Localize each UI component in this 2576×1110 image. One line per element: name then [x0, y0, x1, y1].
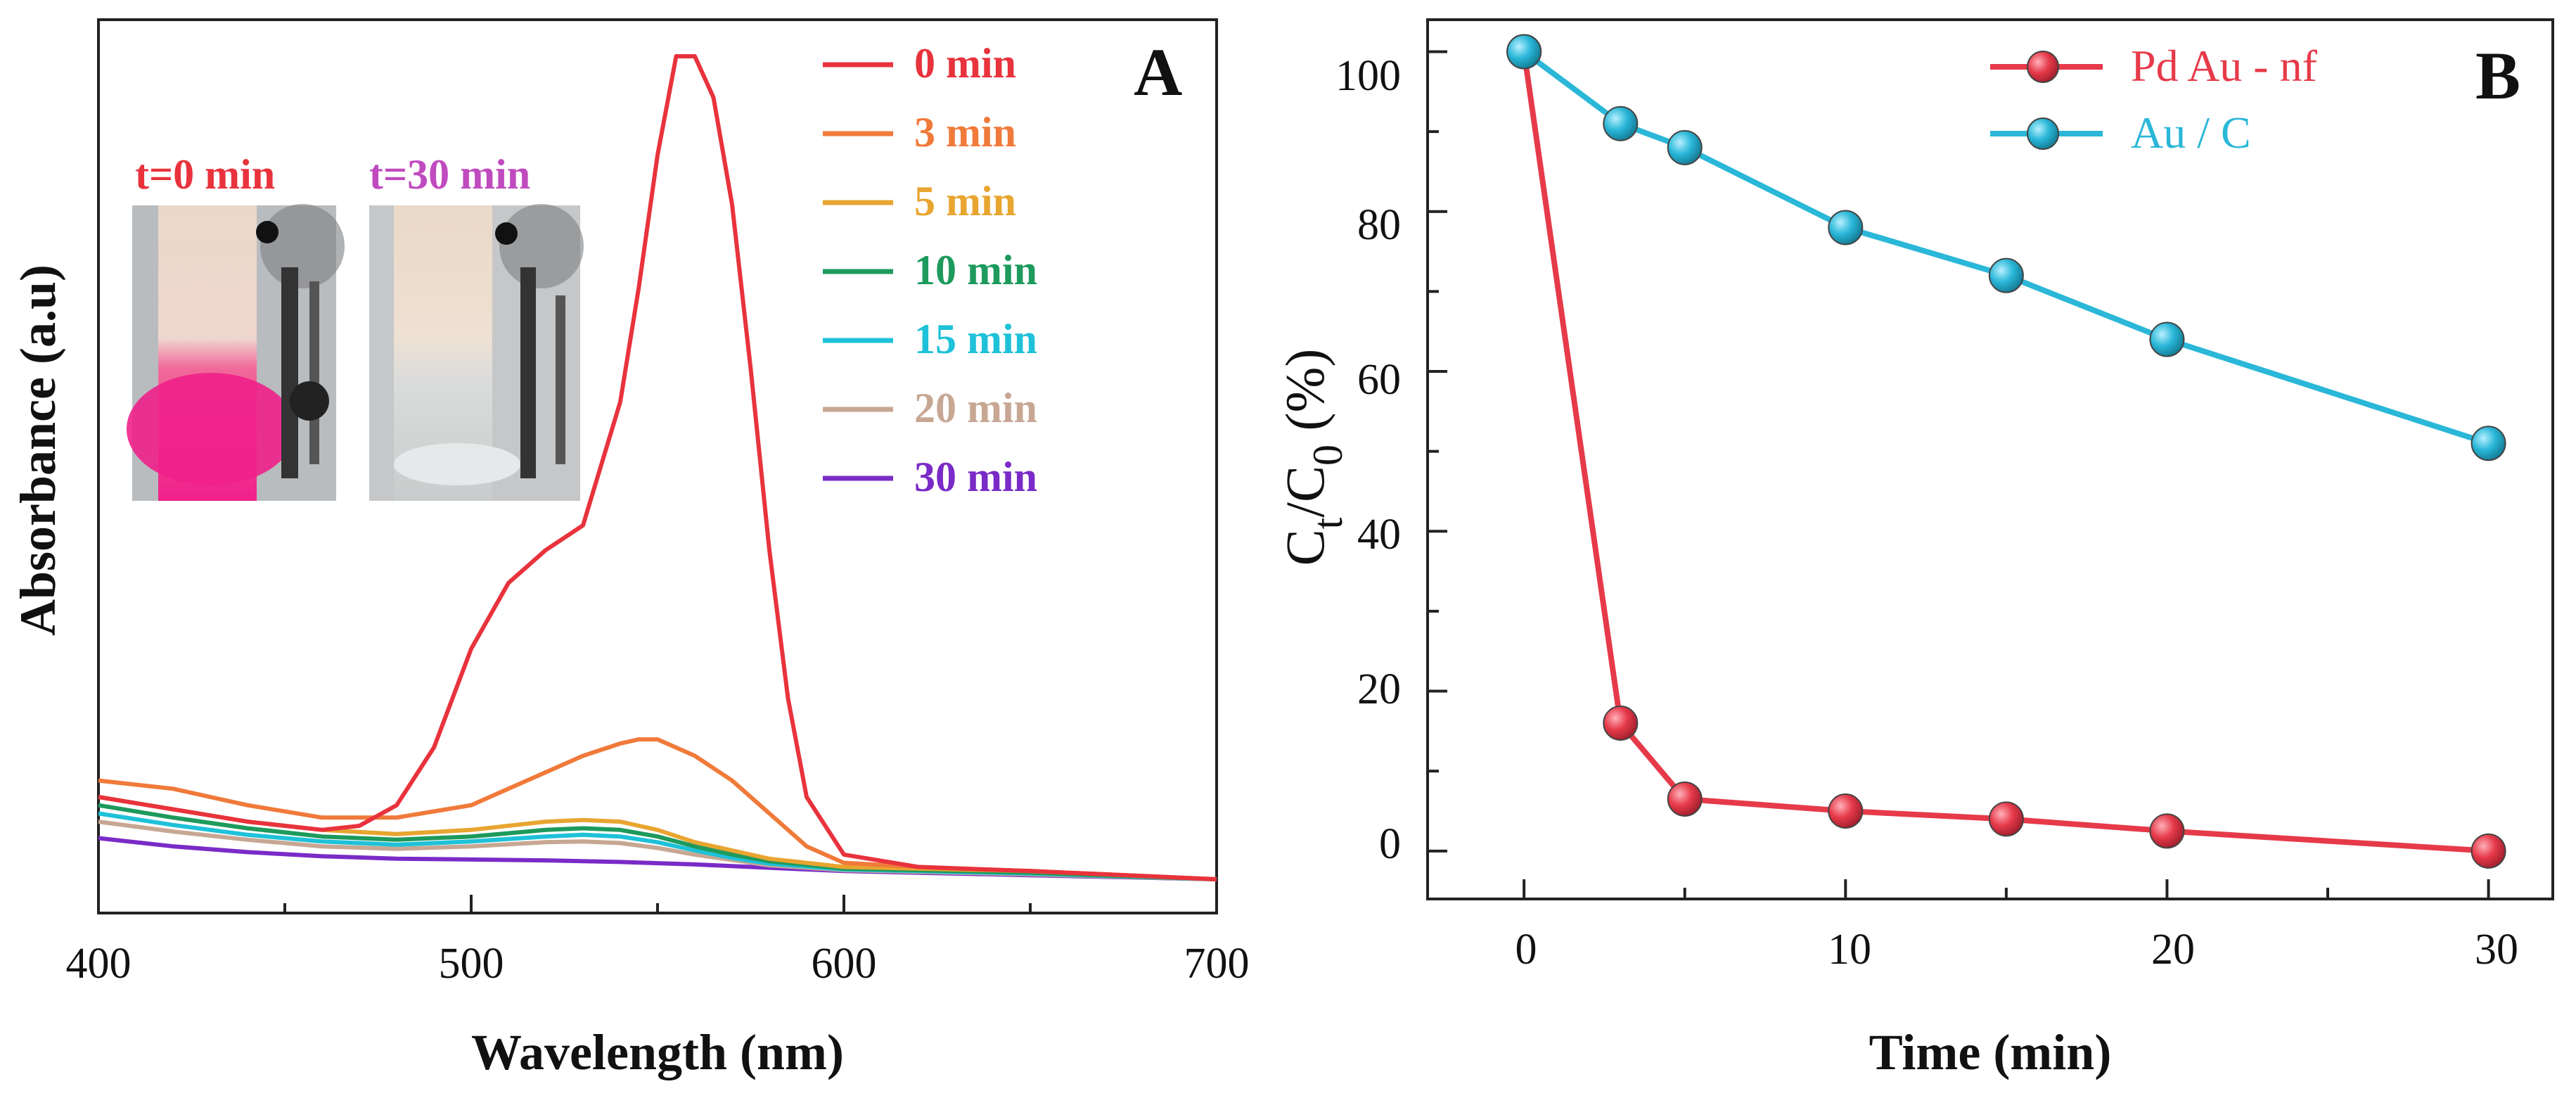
panel-b-legend: Pd Au - nf Au / C	[1990, 41, 2318, 158]
inset-label-t0: t=0 min	[135, 151, 275, 198]
legend-label-Pd-Au-nf: Pd Au - nf	[2131, 41, 2318, 91]
point-Pd-Au-nf-15	[1988, 801, 2024, 837]
legend-label-0-min: 0 min	[914, 40, 1016, 87]
y-tick-label-20: 20	[1357, 665, 1401, 713]
panel-a-letter: A	[1134, 34, 1182, 110]
series-line-0-min	[98, 54, 1217, 881]
x-tick-label-0: 0	[1516, 926, 1537, 974]
panel-a-plot	[98, 54, 1217, 881]
x-tick-label-700: 700	[1184, 940, 1250, 988]
legend-label-20-min: 20 min	[914, 385, 1037, 431]
panel-a-y-axis-title: Absorbance (a.u)	[10, 264, 66, 636]
panel-a: 400 500 600 700 Wavelength (nm) Absorban…	[10, 18, 1250, 1080]
point-Au-C-0	[1506, 34, 1542, 70]
x-tick-label-600: 600	[812, 940, 877, 988]
point-Au-C-20	[2149, 321, 2185, 357]
legend-label-5-min: 5 min	[914, 178, 1016, 224]
y-tick-label-100: 100	[1335, 52, 1401, 100]
panel-b-x-axis-title: Time (min)	[1869, 1024, 2112, 1080]
inset-photo-t0	[127, 204, 345, 501]
y-tick-label-40: 40	[1357, 511, 1401, 559]
panel-b: 0 20 40 60 80 100 0 10 20 30 Time (min) …	[1274, 18, 2554, 1080]
legend-label-15-min: 15 min	[914, 316, 1037, 362]
legend-label-10-min: 10 min	[914, 247, 1037, 293]
legend-marker-Au-C	[2027, 117, 2059, 150]
y-tick-label-60: 60	[1357, 356, 1401, 404]
x-tick-label-20: 20	[2151, 926, 2195, 974]
panel-a-x-axis-title: Wavelength (nm)	[471, 1024, 844, 1080]
series-line-Pd-Au-nf	[1521, 51, 2489, 854]
panel-b-plot	[1506, 34, 2506, 869]
panel-b-ticks	[1428, 50, 2490, 899]
legend-label-30-min: 30 min	[914, 454, 1037, 500]
series-line-Au-C	[1522, 49, 2490, 447]
point-Au-C-30	[2471, 426, 2506, 461]
point-Pd-Au-nf-30	[2471, 833, 2506, 869]
series-line-3-min	[98, 737, 1217, 881]
panel-b-letter: B	[2475, 38, 2520, 113]
point-Au-C-5	[1667, 129, 1703, 165]
legend-label-3-min: 3 min	[914, 109, 1016, 155]
panel-b-frame	[1426, 18, 2554, 900]
panel-b-y-axis-title: Ct/C0 (%)	[1274, 349, 1351, 566]
point-Pd-Au-nf-20	[2149, 813, 2185, 849]
panel-a-legend: 0 min 3 min 5 min 10 min 15 min 20 min 30 min	[823, 40, 1037, 500]
y-tick-label-0: 0	[1379, 820, 1401, 868]
point-Au-C-10	[1828, 210, 1864, 245]
x-tick-label-500: 500	[439, 940, 504, 988]
point-Pd-Au-nf-3	[1603, 706, 1639, 741]
point-Au-C-15	[1988, 257, 2024, 293]
point-Pd-Au-nf-5	[1667, 781, 1703, 817]
point-Au-C-3	[1603, 106, 1639, 141]
panel-a-x-ticks	[97, 895, 1218, 913]
inset-photo-t30	[369, 204, 584, 501]
x-tick-label-30: 30	[2475, 926, 2518, 974]
x-tick-label-10: 10	[1828, 926, 1871, 974]
point-Pd-Au-nf-10	[1828, 793, 1864, 829]
legend-marker-Pd-Au-nf	[2027, 51, 2059, 83]
y-tick-label-80: 80	[1357, 201, 1401, 249]
legend-label-Au-C: Au / C	[2131, 108, 2251, 158]
inset-label-t30: t=30 min	[369, 151, 530, 198]
x-tick-label-400: 400	[66, 940, 132, 988]
